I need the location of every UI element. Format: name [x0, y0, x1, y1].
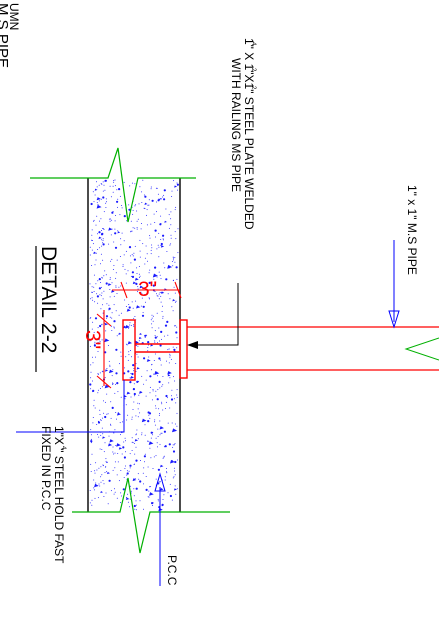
railing-ms-pipe [187, 326, 439, 371]
corner-note-line1: UMN [7, 3, 21, 30]
pipe-note-label: 1" x 1" M.S PIPE [405, 185, 419, 275]
holdfast-leader [16, 380, 125, 433]
plate-note: 1" X 1"X1" STEEL PLATE WELDED WITH RAILI… [229, 38, 256, 230]
pcc-note: P.C.C [165, 555, 179, 586]
holdfast-note-frac: 4 [60, 446, 66, 450]
plate-leader [197, 283, 239, 346]
holdfast-note-line1: 1"X " STEEL HOLD FAST [52, 426, 66, 564]
pcc-label: P.C.C [165, 555, 179, 586]
pipe-break-mark [404, 337, 439, 361]
detail-title-text: DETAIL 2-2 [37, 246, 60, 353]
holdfast-note: 1"X " STEEL HOLD FAST 4 FIXED IN P.C.C [39, 426, 66, 564]
plate-note-line2: WITH RAILING MS PIPE [229, 58, 243, 192]
break-line-bottom [72, 477, 230, 554]
steel-hold-fast [122, 319, 180, 381]
dimension-top [112, 281, 182, 299]
plate-note-frac3: 2 [250, 86, 256, 90]
detail-title: DETAIL 2-2 [35, 246, 60, 372]
pcc-leader-arrow [154, 472, 166, 492]
dimension-side [96, 310, 112, 389]
plate-leader-arrow [187, 341, 198, 349]
break-line-top [30, 147, 196, 223]
corner-note-line2: M.S PIPE [0, 3, 11, 68]
steel-plate [179, 319, 188, 379]
plate-note-line1: 1" X 1"X1" STEEL PLATE WELDED [242, 38, 256, 230]
pcc-wall [87, 178, 181, 512]
pipe-leader-arrow [388, 310, 400, 329]
dimension-top-label: 3" [138, 278, 157, 301]
plate-note-frac2: 2 [250, 68, 256, 72]
holdfast-note-line2: FIXED IN P.C.C [39, 426, 53, 511]
dimension-side-label: 3" [81, 330, 104, 349]
plate-note-frac1: 4 [250, 42, 256, 46]
concrete-hatch [89, 179, 179, 512]
pipe-note: 1" x 1" M.S PIPE [405, 185, 419, 275]
